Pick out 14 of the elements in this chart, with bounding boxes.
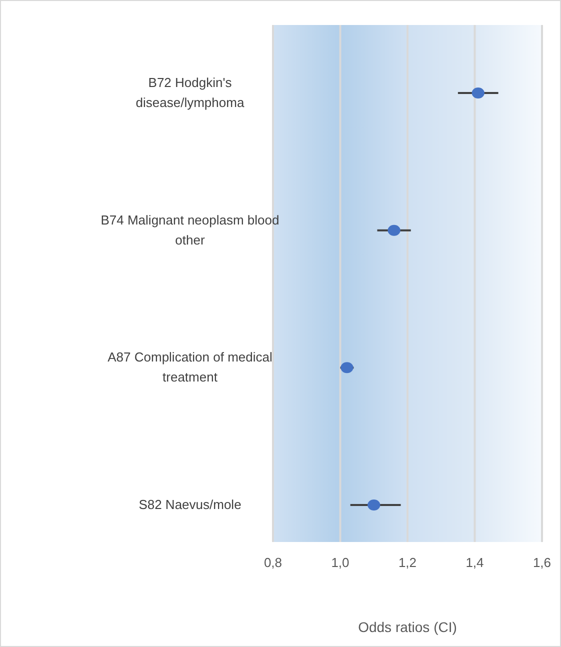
y-tick-label: B74 Malignant neoplasm blood other [100,212,280,248]
point [388,224,400,236]
point [472,88,484,98]
x-tick-label: 0,8 [264,555,282,570]
x-tick-label: 1,0 [331,555,350,570]
y-tick-label: S82 Naevus/mole [138,497,242,512]
y-tick-label: A87 Complication of medical treatment [108,350,272,385]
y-tick-label: B72 Hodgkin's disease/lymphoma [136,75,245,110]
point [340,362,354,374]
point [368,500,380,510]
x-tick-label: 1,6 [532,555,552,570]
x-tick-label: 1,4 [466,555,484,570]
x-tick-label: 1,2 [398,555,417,570]
x-axis-title: Odds ratios (CI) [358,619,457,635]
